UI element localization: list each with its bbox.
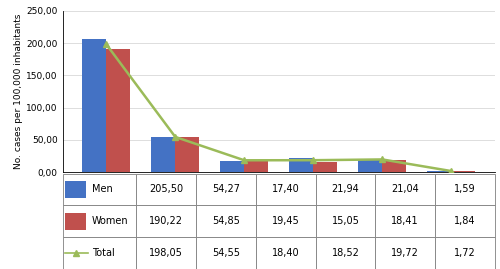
Bar: [66, 213, 86, 230]
Bar: [435, 237, 495, 269]
Bar: [451, 171, 475, 172]
Text: 54,85: 54,85: [212, 216, 240, 226]
Text: Women: Women: [92, 216, 128, 226]
Bar: [106, 49, 130, 172]
Bar: [289, 158, 313, 172]
Bar: [435, 174, 495, 205]
Bar: [196, 205, 256, 237]
Bar: [316, 205, 376, 237]
Text: 18,52: 18,52: [332, 248, 359, 258]
Bar: [220, 161, 244, 172]
Bar: [196, 174, 256, 205]
Text: 18,40: 18,40: [272, 248, 299, 258]
Bar: [358, 159, 382, 172]
Bar: [316, 174, 376, 205]
Text: Total: Total: [92, 248, 114, 258]
Bar: [376, 205, 435, 237]
Text: 15,05: 15,05: [332, 216, 359, 226]
Text: 205,50: 205,50: [149, 185, 183, 194]
Bar: [256, 174, 316, 205]
Bar: [256, 205, 316, 237]
Y-axis label: No. cases per 100,000 inhabitants: No. cases per 100,000 inhabitants: [14, 14, 24, 169]
Text: 19,72: 19,72: [392, 248, 419, 258]
Bar: [176, 137, 200, 172]
Text: 54,55: 54,55: [212, 248, 240, 258]
Bar: [151, 137, 176, 172]
Bar: [244, 160, 268, 172]
Text: 54,27: 54,27: [212, 185, 240, 194]
Bar: [136, 237, 196, 269]
Bar: [376, 174, 435, 205]
Bar: [62, 205, 136, 237]
Bar: [256, 237, 316, 269]
Text: 1,84: 1,84: [454, 216, 476, 226]
Bar: [62, 237, 136, 269]
Text: 190,22: 190,22: [149, 216, 183, 226]
Text: Men: Men: [92, 185, 112, 194]
Bar: [66, 181, 86, 198]
Text: 19,45: 19,45: [272, 216, 299, 226]
Text: 18,41: 18,41: [392, 216, 419, 226]
Bar: [82, 40, 106, 172]
Bar: [435, 205, 495, 237]
Bar: [427, 171, 451, 172]
Bar: [196, 237, 256, 269]
Text: 17,40: 17,40: [272, 185, 299, 194]
Text: 1,72: 1,72: [454, 248, 476, 258]
Bar: [136, 205, 196, 237]
Bar: [376, 237, 435, 269]
Bar: [62, 174, 136, 205]
Bar: [313, 162, 338, 172]
Bar: [316, 237, 376, 269]
Bar: [382, 160, 406, 172]
Text: 21,04: 21,04: [392, 185, 419, 194]
Text: 198,05: 198,05: [149, 248, 183, 258]
Text: 1,59: 1,59: [454, 185, 476, 194]
Bar: [136, 174, 196, 205]
Text: 21,94: 21,94: [332, 185, 359, 194]
